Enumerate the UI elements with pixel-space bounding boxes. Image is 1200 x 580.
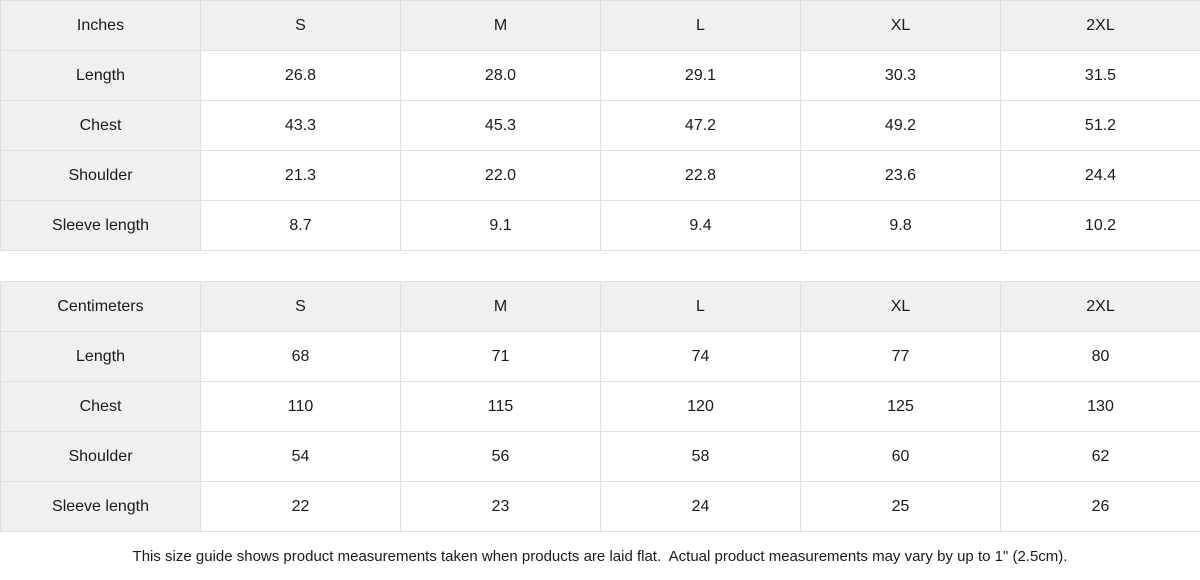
size-header-cell: XL (800, 281, 1001, 332)
measurement-value-cell: 68 (200, 331, 401, 382)
measurement-value-cell: 26.8 (200, 50, 401, 101)
table-row: Sleeve length 8.7 9.1 9.4 9.8 10.2 (0, 200, 1200, 251)
measurement-value-cell: 22.8 (600, 150, 801, 201)
size-table-inches: Inches S M L XL 2XL Length 26.8 28.0 29.1 30.3 31.5… (0, 0, 1200, 251)
measurement-value-cell: 9.8 (800, 200, 1001, 251)
measurement-value-cell: 24.4 (1000, 150, 1200, 201)
measurement-value-cell: 45.3 (400, 100, 601, 151)
size-header-cell: S (200, 0, 401, 51)
measurement-label-cell: Shoulder (0, 431, 201, 482)
size-header-cell: S (200, 281, 401, 332)
size-tables-container: Inches S M L XL 2XL Length 26.8 28.0 29.1 30.3 31.5… (0, 0, 1200, 532)
table-row: Length 26.8 28.0 29.1 30.3 31.5 (0, 50, 1200, 101)
table-row: Chest 110 115 120 125 130 (0, 381, 1200, 432)
size-header-cell: M (400, 281, 601, 332)
measurement-value-cell: 30.3 (800, 50, 1001, 101)
measurement-value-cell: 60 (800, 431, 1001, 482)
measurement-label-cell: Length (0, 50, 201, 101)
measurement-label-cell: Chest (0, 381, 201, 432)
table-header-row: Inches S M L XL 2XL (0, 0, 1200, 51)
table-row: Sleeve length 22 23 24 25 26 (0, 481, 1200, 532)
size-header-cell: L (600, 0, 801, 51)
measurement-value-cell: 49.2 (800, 100, 1001, 151)
measurement-value-cell: 24 (600, 481, 801, 532)
size-header-cell: XL (800, 0, 1001, 51)
measurement-value-cell: 58 (600, 431, 801, 482)
measurement-label-cell: Chest (0, 100, 201, 151)
measurement-value-cell: 26 (1000, 481, 1200, 532)
size-guide-footer-note: This size guide shows product measuremen… (0, 532, 1200, 580)
measurement-label-cell: Shoulder (0, 150, 201, 201)
measurement-value-cell: 47.2 (600, 100, 801, 151)
size-table-centimeters: Centimeters S M L XL 2XL Length 68 71 74 77 80 Chest… (0, 281, 1200, 532)
measurement-value-cell: 31.5 (1000, 50, 1200, 101)
measurement-value-cell: 21.3 (200, 150, 401, 201)
table-row: Length 68 71 74 77 80 (0, 331, 1200, 382)
table-row: Chest 43.3 45.3 47.2 49.2 51.2 (0, 100, 1200, 151)
measurement-value-cell: 71 (400, 331, 601, 382)
measurement-label-cell: Sleeve length (0, 481, 201, 532)
measurement-value-cell: 23 (400, 481, 601, 532)
measurement-value-cell: 22.0 (400, 150, 601, 201)
measurement-value-cell: 80 (1000, 331, 1200, 382)
measurement-value-cell: 120 (600, 381, 801, 432)
measurement-value-cell: 56 (400, 431, 601, 482)
size-header-cell: 2XL (1000, 281, 1200, 332)
measurement-value-cell: 115 (400, 381, 601, 432)
measurement-value-cell: 43.3 (200, 100, 401, 151)
table-header-row: Centimeters S M L XL 2XL (0, 281, 1200, 332)
measurement-value-cell: 130 (1000, 381, 1200, 432)
measurement-value-cell: 9.4 (600, 200, 801, 251)
table-gap (0, 251, 1200, 281)
size-header-cell: 2XL (1000, 0, 1200, 51)
size-header-cell: L (600, 281, 801, 332)
measurement-value-cell: 22 (200, 481, 401, 532)
measurement-label-cell: Length (0, 331, 201, 382)
measurement-value-cell: 51.2 (1000, 100, 1200, 151)
table-row: Shoulder 54 56 58 60 62 (0, 431, 1200, 482)
measurement-value-cell: 23.6 (800, 150, 1001, 201)
measurement-value-cell: 54 (200, 431, 401, 482)
measurement-value-cell: 10.2 (1000, 200, 1200, 251)
measurement-value-cell: 28.0 (400, 50, 601, 101)
table-row: Shoulder 21.3 22.0 22.8 23.6 24.4 (0, 150, 1200, 201)
measurement-value-cell: 9.1 (400, 200, 601, 251)
measurement-value-cell: 110 (200, 381, 401, 432)
measurement-value-cell: 29.1 (600, 50, 801, 101)
unit-header-cell: Inches (0, 0, 201, 51)
measurement-value-cell: 74 (600, 331, 801, 382)
measurement-value-cell: 8.7 (200, 200, 401, 251)
measurement-label-cell: Sleeve length (0, 200, 201, 251)
size-header-cell: M (400, 0, 601, 51)
measurement-value-cell: 77 (800, 331, 1001, 382)
measurement-value-cell: 125 (800, 381, 1001, 432)
measurement-value-cell: 62 (1000, 431, 1200, 482)
unit-header-cell: Centimeters (0, 281, 201, 332)
measurement-value-cell: 25 (800, 481, 1001, 532)
